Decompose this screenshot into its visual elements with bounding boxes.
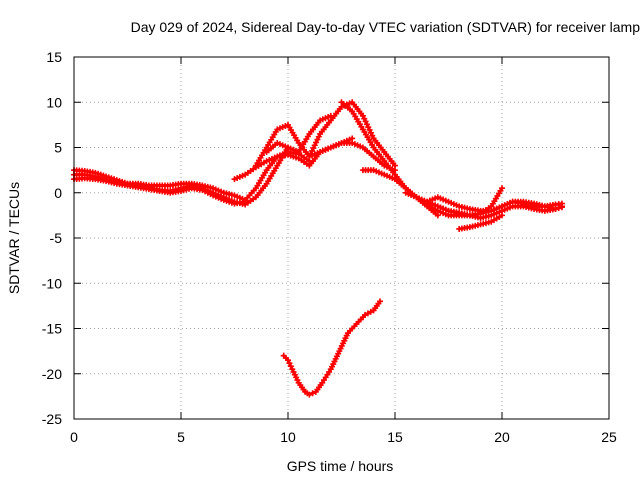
x-tick-label: 25: [601, 429, 617, 445]
y-tick-label: -5: [50, 230, 63, 246]
series-track-c: [71, 175, 249, 207]
data-point: [306, 391, 313, 398]
data-point: [552, 206, 559, 213]
y-tick-label: 0: [54, 185, 62, 201]
y-tick-label: -20: [42, 366, 62, 382]
y-tick-label: 5: [54, 140, 62, 156]
data-point: [377, 298, 384, 305]
series-track-f: [263, 112, 334, 156]
y-tick-label: -25: [42, 411, 62, 427]
data-point: [558, 204, 565, 211]
data-point: [242, 198, 249, 205]
y-tick-label: 15: [46, 49, 62, 65]
y-tick-label: -15: [42, 321, 62, 337]
axis-ticks: 0 5 10 15 20 25 15 10 5 0 -5 -10 -15 -20 -25: [42, 49, 617, 445]
series-track-g: [306, 139, 398, 174]
data-point: [309, 390, 316, 397]
x-tick-label: 20: [494, 429, 510, 445]
data-point: [286, 360, 293, 367]
series-track-m: [456, 212, 505, 232]
data-point: [285, 357, 291, 364]
chart-title: Day 029 of 2024, Sidereal Day-to-day VTE…: [131, 19, 640, 35]
x-tick-label: 5: [177, 429, 185, 445]
series-track-n: [280, 298, 384, 398]
x-axis-label: GPS time / hours: [287, 458, 394, 474]
grid-lines: [74, 57, 609, 419]
x-tick-label: 15: [387, 429, 403, 445]
data-marks: [71, 99, 565, 398]
data-point: [287, 363, 294, 370]
data-point: [555, 205, 562, 212]
x-tick-label: 10: [280, 429, 296, 445]
y-tick-label: -10: [42, 275, 62, 291]
y-tick-label: 10: [46, 94, 62, 110]
data-point: [327, 112, 334, 119]
y-axis-label: SDTVAR / TECUs: [6, 182, 22, 294]
data-point: [499, 185, 505, 192]
data-point: [499, 212, 505, 219]
series-track-l: [434, 203, 565, 222]
x-tick-label: 0: [70, 429, 78, 445]
